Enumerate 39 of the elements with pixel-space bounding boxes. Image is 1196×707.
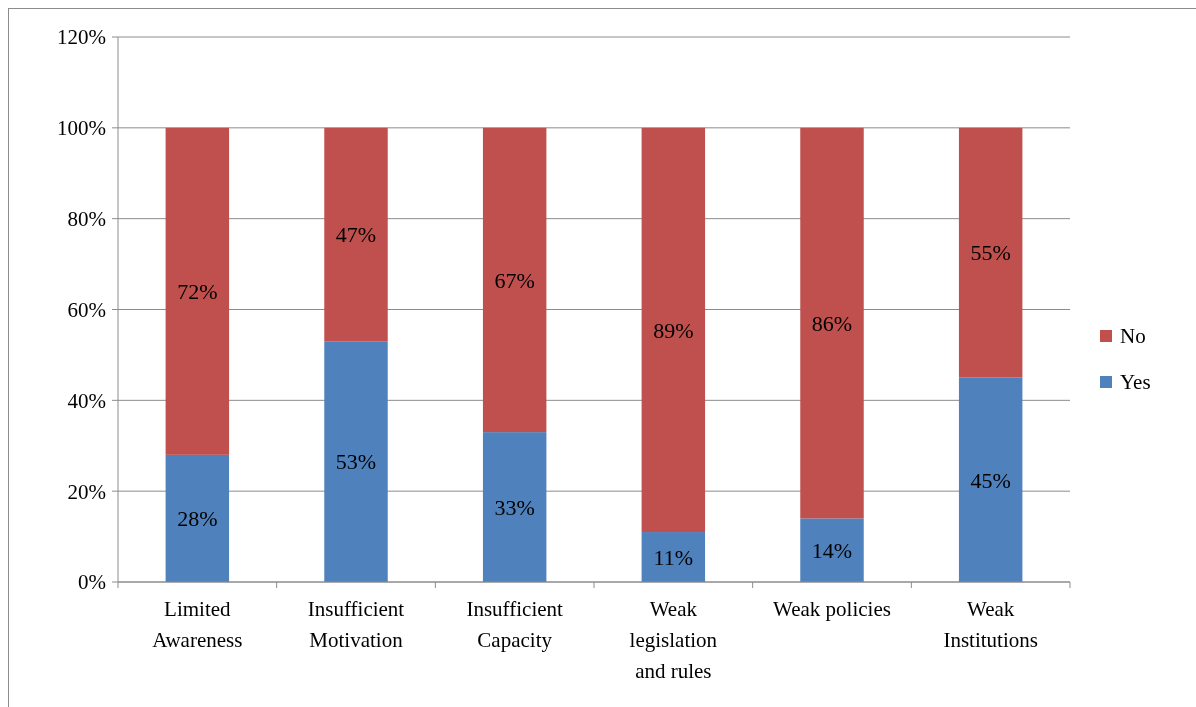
x-tick-label: Weak policies: [773, 597, 891, 621]
y-tick-label: 20%: [67, 479, 106, 504]
legend-label: No: [1120, 324, 1146, 349]
legend-label: Yes: [1120, 370, 1151, 395]
data-label: 86%: [811, 310, 853, 336]
data-label: 28%: [177, 506, 218, 532]
data-label: 33%: [494, 494, 535, 520]
bar: [958, 127, 1023, 378]
data-label: 67%: [494, 267, 535, 293]
y-tick-label: 0%: [78, 570, 106, 595]
bar: [641, 532, 706, 582]
x-tick-label: Insufficient Capacity: [466, 597, 564, 652]
bar: [800, 518, 864, 582]
bar: [324, 341, 388, 582]
x-tick-label: Limited Awareness: [152, 597, 243, 652]
bar: [641, 127, 706, 533]
bar: [482, 432, 547, 582]
bar: [165, 454, 230, 582]
data-label: 11%: [653, 544, 694, 570]
y-tick-label: 80%: [67, 207, 106, 232]
data-label: 89%: [653, 317, 694, 343]
x-tick-label: Insufficient Motivation: [307, 597, 405, 652]
y-tick-label: 40%: [67, 388, 106, 413]
x-tick-label: Weak legislation and rules: [629, 597, 718, 683]
y-tick-label: 60%: [67, 297, 106, 322]
data-label: 55%: [970, 240, 1011, 266]
data-label: 53%: [335, 449, 377, 475]
bar: [482, 127, 547, 433]
data-label: 72%: [177, 279, 218, 305]
data-label: 45%: [970, 467, 1011, 493]
data-label: 14%: [811, 537, 853, 563]
y-tick-label: 120%: [57, 25, 106, 50]
bar: [324, 127, 388, 342]
x-tick-label: Weak Institutions: [943, 597, 1038, 652]
bar: [958, 377, 1023, 582]
bar: [800, 127, 864, 519]
data-label: 47%: [335, 222, 377, 248]
y-tick-label: 100%: [57, 116, 106, 141]
bar: [165, 127, 230, 455]
